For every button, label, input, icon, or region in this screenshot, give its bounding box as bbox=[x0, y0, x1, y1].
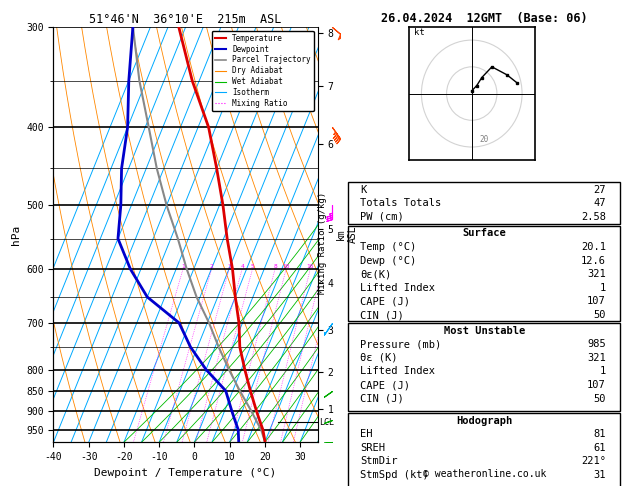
Text: Dewp (°C): Dewp (°C) bbox=[360, 256, 416, 266]
Text: 2: 2 bbox=[209, 264, 213, 269]
Text: Lifted Index: Lifted Index bbox=[360, 283, 435, 293]
Text: 5: 5 bbox=[250, 264, 254, 269]
Text: θε (K): θε (K) bbox=[360, 353, 398, 363]
Text: Temp (°C): Temp (°C) bbox=[360, 242, 416, 252]
Text: PW (cm): PW (cm) bbox=[360, 212, 404, 222]
Text: Totals Totals: Totals Totals bbox=[360, 198, 441, 208]
Text: CAPE (J): CAPE (J) bbox=[360, 296, 410, 307]
Text: 20: 20 bbox=[479, 135, 489, 144]
Text: CIN (J): CIN (J) bbox=[360, 310, 404, 320]
Bar bbox=[348, 226, 620, 321]
Title: 51°46'N  36°10'E  215m  ASL: 51°46'N 36°10'E 215m ASL bbox=[89, 13, 282, 26]
Text: 50: 50 bbox=[593, 394, 606, 404]
Text: 20.1: 20.1 bbox=[581, 242, 606, 252]
Text: 12.6: 12.6 bbox=[581, 256, 606, 266]
Text: Pressure (mb): Pressure (mb) bbox=[360, 339, 441, 349]
Text: 1: 1 bbox=[599, 283, 606, 293]
Text: 61: 61 bbox=[593, 443, 606, 453]
Text: 321: 321 bbox=[587, 269, 606, 279]
Bar bbox=[348, 323, 620, 411]
Legend: Temperature, Dewpoint, Parcel Trajectory, Dry Adiabat, Wet Adiabat, Isotherm, Mi: Temperature, Dewpoint, Parcel Trajectory… bbox=[211, 31, 314, 111]
Text: Hodograph: Hodograph bbox=[456, 416, 513, 426]
Text: 985: 985 bbox=[587, 339, 606, 349]
Text: 16: 16 bbox=[306, 264, 314, 269]
Bar bbox=[348, 182, 620, 224]
Text: 81: 81 bbox=[593, 429, 606, 439]
Text: SREH: SREH bbox=[360, 443, 385, 453]
Text: StmSpd (kt): StmSpd (kt) bbox=[360, 470, 429, 480]
Text: 8: 8 bbox=[273, 264, 277, 269]
Text: Lifted Index: Lifted Index bbox=[360, 366, 435, 377]
Text: © weatheronline.co.uk: © weatheronline.co.uk bbox=[423, 469, 546, 479]
Text: 107: 107 bbox=[587, 296, 606, 307]
Text: 321: 321 bbox=[587, 353, 606, 363]
Text: 27: 27 bbox=[593, 185, 606, 195]
Text: 4: 4 bbox=[240, 264, 244, 269]
Text: 31: 31 bbox=[593, 470, 606, 480]
Text: CIN (J): CIN (J) bbox=[360, 394, 404, 404]
Text: 1: 1 bbox=[181, 264, 185, 269]
Text: θε(K): θε(K) bbox=[360, 269, 391, 279]
Text: 3: 3 bbox=[227, 264, 231, 269]
Text: 10: 10 bbox=[282, 264, 290, 269]
Text: StmDir: StmDir bbox=[360, 456, 398, 467]
Text: Mixing Ratio (g/kg): Mixing Ratio (g/kg) bbox=[318, 192, 327, 294]
Text: 47: 47 bbox=[593, 198, 606, 208]
Text: 221°: 221° bbox=[581, 456, 606, 467]
Text: Surface: Surface bbox=[462, 228, 506, 239]
Y-axis label: hPa: hPa bbox=[11, 225, 21, 244]
Text: 2.58: 2.58 bbox=[581, 212, 606, 222]
Text: CAPE (J): CAPE (J) bbox=[360, 380, 410, 390]
Text: 107: 107 bbox=[587, 380, 606, 390]
X-axis label: Dewpoint / Temperature (°C): Dewpoint / Temperature (°C) bbox=[94, 468, 277, 478]
Text: 1: 1 bbox=[599, 366, 606, 377]
Text: Most Unstable: Most Unstable bbox=[443, 326, 525, 336]
Text: K: K bbox=[360, 185, 366, 195]
Text: kt: kt bbox=[414, 28, 425, 37]
Bar bbox=[348, 413, 620, 486]
Y-axis label: km
ASL: km ASL bbox=[336, 226, 358, 243]
Text: 26.04.2024  12GMT  (Base: 06): 26.04.2024 12GMT (Base: 06) bbox=[381, 12, 587, 25]
Text: 50: 50 bbox=[593, 310, 606, 320]
Text: LCL: LCL bbox=[319, 417, 334, 427]
Text: EH: EH bbox=[360, 429, 372, 439]
